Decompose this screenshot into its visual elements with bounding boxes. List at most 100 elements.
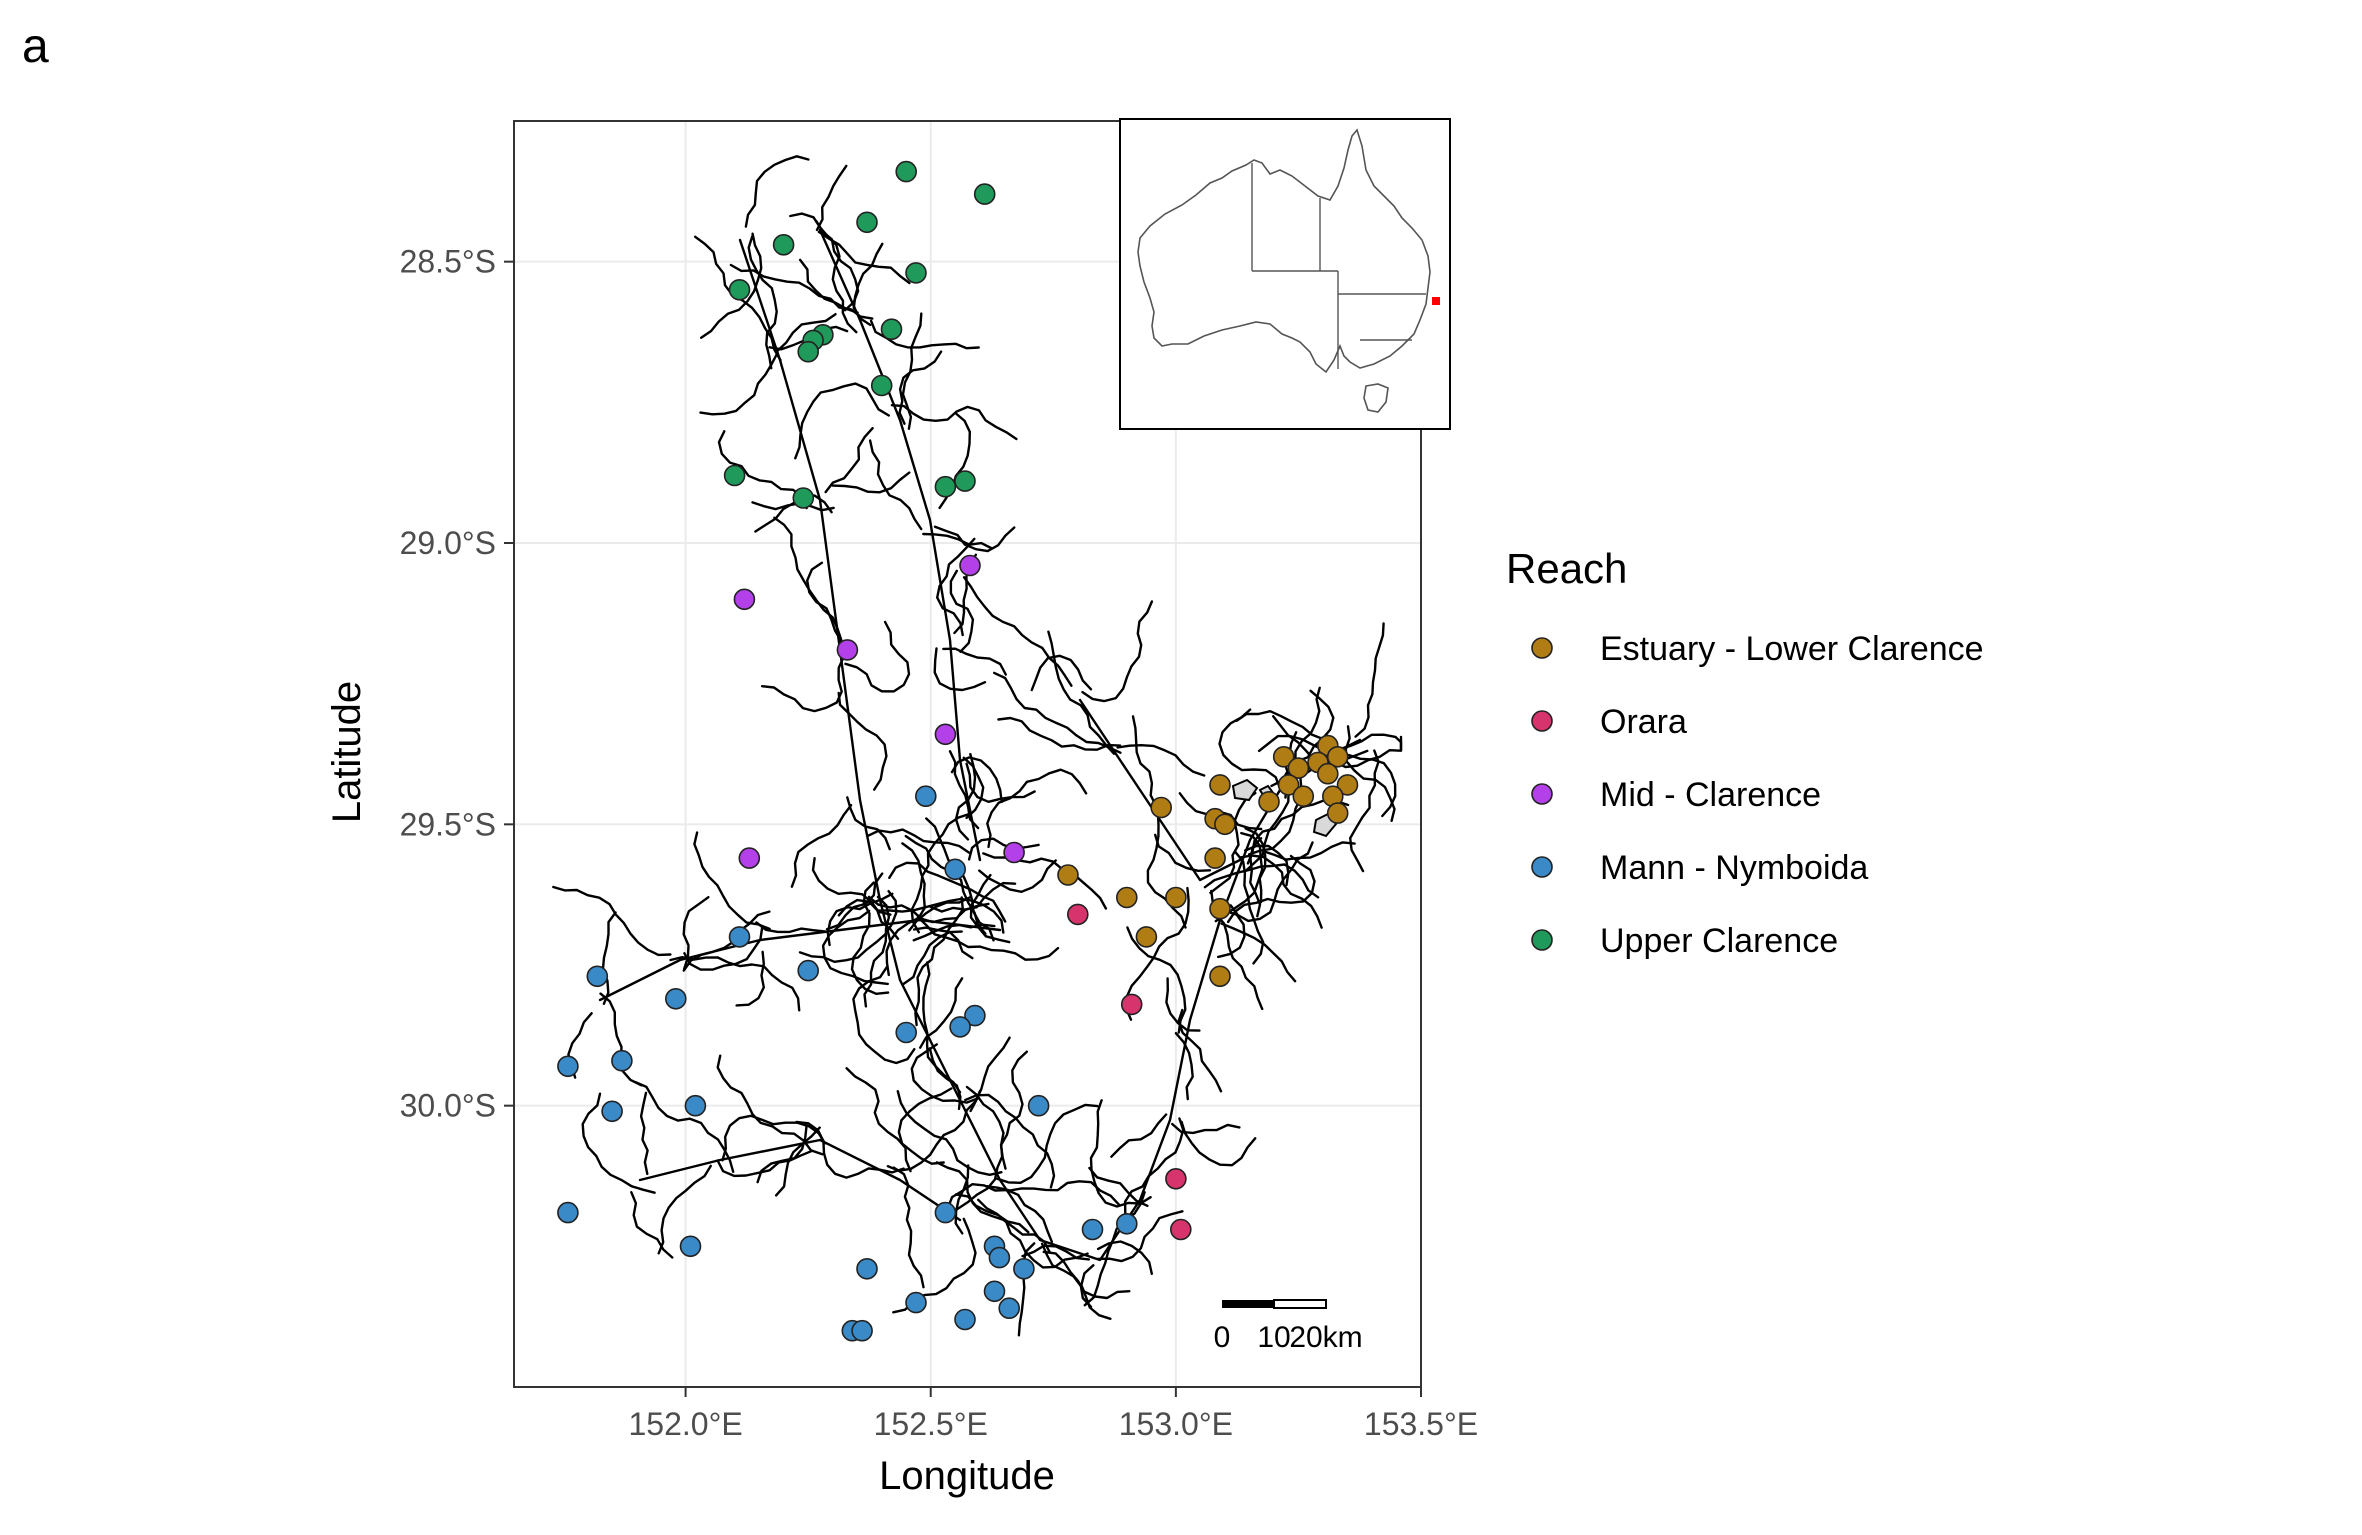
site-point-estuary-lower-clarence	[1214, 813, 1236, 836]
legend-key-mann	[1531, 856, 1553, 878]
site-point-upper-clarence	[954, 470, 976, 492]
river-tributary	[969, 873, 1011, 944]
site-point-estuary-lower-clarence	[1204, 847, 1226, 869]
river-tributary	[925, 817, 995, 942]
site-point-mann-nymboida	[684, 1094, 707, 1117]
river-tributary	[967, 837, 1040, 861]
site-point-upper-clarence	[728, 278, 751, 301]
site-point-mann-nymboida	[851, 1319, 873, 1342]
y-axis: 28.5°S 29.0°S 29.5°S 30.0°S	[400, 244, 514, 1124]
river-tributary	[735, 950, 765, 1007]
site-point-mann-nymboida	[679, 1235, 702, 1258]
river-tributary	[1080, 1264, 1112, 1320]
legend-key-upper	[1531, 929, 1553, 951]
y-tick-label: 28.5°S	[400, 244, 496, 280]
river-tributary	[815, 164, 848, 232]
river-tributary	[599, 992, 643, 1087]
river-tributary	[630, 1191, 674, 1259]
river-tributary	[876, 897, 1005, 934]
river-tributary	[760, 655, 845, 713]
river-tributary	[1116, 744, 1206, 777]
river-tributary	[1088, 1166, 1149, 1207]
river-tributary	[978, 859, 1057, 893]
river-tributary	[997, 716, 1122, 751]
site-point-mann-nymboida	[905, 1291, 927, 1314]
river-tributary	[773, 516, 843, 653]
river-tributary	[639, 1091, 649, 1176]
river-tributary	[1244, 844, 1290, 887]
river-tributary	[993, 671, 1122, 754]
scale-label-0: 0	[1214, 1321, 1231, 1354]
river-tributary	[912, 923, 996, 942]
river-tributary	[942, 647, 1007, 676]
river-tributary	[1123, 1117, 1185, 1215]
river-tributary	[912, 926, 974, 960]
river-tributary	[910, 812, 972, 934]
y-tick-label: 29.5°S	[400, 806, 496, 842]
study-area-marker	[1432, 297, 1440, 305]
legend-key-orara	[1531, 710, 1553, 732]
legend: Reach Estuary - Lower Clarence Orara Mid -…	[1506, 545, 1984, 960]
river-tributary	[1165, 977, 1201, 1032]
site-point-mann-nymboida	[934, 1201, 957, 1224]
river-tributary	[888, 861, 1007, 923]
river-spine	[738, 238, 1362, 1262]
river-tributary	[929, 881, 1017, 913]
river-tributary	[1203, 863, 1320, 899]
site-point-orara	[1170, 1218, 1192, 1241]
site-point-orara	[1067, 903, 1089, 926]
river-tributary	[954, 1164, 970, 1235]
river-tributary	[896, 1090, 1003, 1176]
river-tributary	[1081, 600, 1154, 703]
river-tributary	[1238, 854, 1323, 929]
river-tributary	[1354, 622, 1385, 738]
river-tributary	[774, 1126, 821, 1197]
river-tributary	[1089, 1099, 1152, 1208]
site-point-mann-nymboida	[728, 926, 751, 948]
site-point-mid-clarence	[738, 847, 761, 869]
river-tributary	[790, 804, 853, 888]
x-tick-label: 153.5°E	[1364, 1406, 1478, 1442]
river-tributary	[962, 576, 1073, 687]
river-tributary	[844, 620, 911, 693]
site-point-estuary-lower-clarence	[1165, 886, 1187, 909]
site-point-mid-clarence	[959, 554, 981, 577]
site-point-mann-nymboida	[557, 1055, 579, 1078]
site-point-mann-nymboida	[895, 1021, 918, 1044]
river-tributary	[1047, 630, 1116, 755]
river-tributary	[908, 896, 972, 932]
sampling-sites	[557, 160, 1359, 1342]
river-tributary	[922, 961, 962, 1094]
river-tributary	[1096, 1240, 1153, 1275]
site-point-orara	[1165, 1168, 1187, 1190]
river-tributary	[933, 647, 987, 692]
river-tributary	[1146, 811, 1187, 929]
scale-label-20km: 20km	[1289, 1321, 1362, 1354]
river-tributary	[1110, 1113, 1168, 1158]
river-tributary	[776, 313, 837, 352]
river-tributary	[729, 263, 874, 320]
river-tributary	[1234, 851, 1265, 965]
site-point-orara	[1120, 993, 1143, 1016]
river-tributary	[806, 561, 843, 643]
site-point-mann-nymboida	[954, 1308, 976, 1331]
site-point-upper-clarence	[797, 340, 820, 363]
river-tributary	[1257, 734, 1369, 761]
river-tributary	[683, 926, 764, 971]
legend-title: Reach	[1506, 545, 1627, 592]
river-tributary	[965, 762, 1036, 803]
site-point-mid-clarence	[934, 723, 957, 746]
river-tributary	[831, 471, 911, 494]
river-network	[552, 155, 1403, 1337]
australia-inset-map	[1119, 118, 1451, 430]
river-tributary	[747, 235, 778, 370]
river-tributary	[948, 750, 980, 830]
site-point-upper-clarence	[792, 487, 815, 509]
river-tributary	[795, 1120, 905, 1179]
y-tick-label: 29.0°S	[400, 525, 496, 561]
river-tributary	[1083, 1191, 1146, 1307]
river-tributary	[669, 956, 801, 1012]
river-tributary	[950, 756, 1003, 804]
river-tributary	[1180, 1120, 1257, 1167]
river-tributary	[824, 427, 874, 494]
